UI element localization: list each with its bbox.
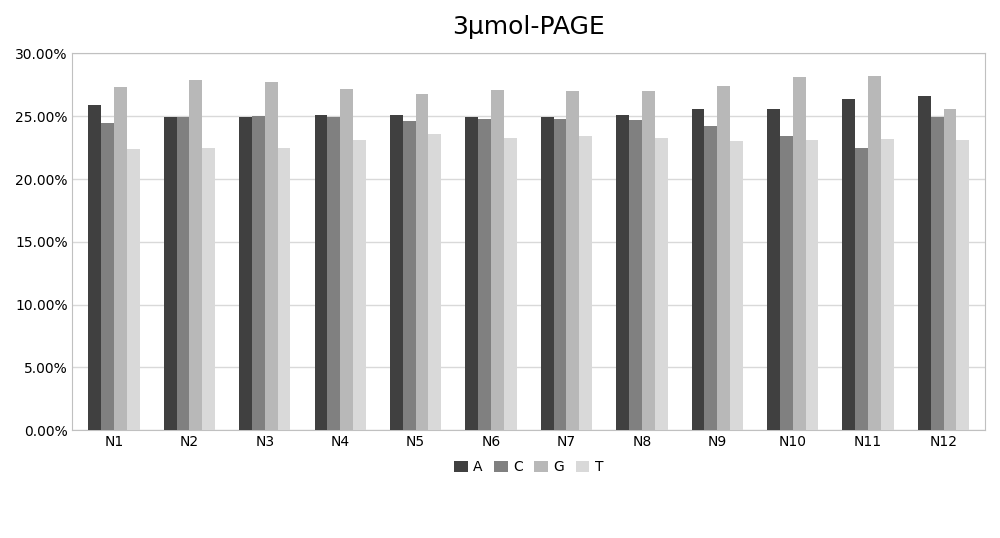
- Bar: [428, 134, 441, 430]
- Bar: [692, 109, 704, 430]
- Bar: [704, 126, 717, 430]
- Bar: [780, 136, 793, 430]
- Bar: [353, 140, 366, 430]
- Bar: [403, 121, 416, 430]
- Bar: [579, 136, 592, 430]
- Bar: [931, 117, 944, 430]
- Bar: [315, 115, 327, 430]
- Bar: [956, 140, 969, 430]
- Bar: [239, 117, 252, 430]
- Bar: [177, 117, 189, 430]
- Bar: [416, 94, 428, 430]
- Bar: [629, 120, 642, 430]
- Bar: [202, 147, 215, 430]
- Bar: [127, 149, 140, 430]
- Bar: [842, 98, 855, 430]
- Bar: [88, 105, 101, 430]
- Bar: [114, 87, 127, 430]
- Bar: [717, 86, 730, 430]
- Bar: [278, 147, 290, 430]
- Bar: [465, 117, 478, 430]
- Bar: [767, 109, 780, 430]
- Bar: [478, 119, 491, 430]
- Bar: [265, 82, 278, 430]
- Title: 3μmol-PAGE: 3μmol-PAGE: [452, 15, 605, 39]
- Bar: [806, 140, 818, 430]
- Bar: [616, 115, 629, 430]
- Bar: [855, 147, 868, 430]
- Bar: [944, 109, 956, 430]
- Bar: [252, 116, 265, 430]
- Bar: [554, 119, 566, 430]
- Bar: [101, 123, 114, 430]
- Legend: A, C, G, T: A, C, G, T: [448, 455, 609, 480]
- Bar: [541, 117, 554, 430]
- Bar: [390, 115, 403, 430]
- Bar: [491, 90, 504, 430]
- Bar: [164, 117, 177, 430]
- Bar: [793, 77, 806, 430]
- Bar: [868, 76, 881, 430]
- Bar: [566, 91, 579, 430]
- Bar: [881, 139, 894, 430]
- Bar: [730, 141, 743, 430]
- Bar: [642, 91, 655, 430]
- Bar: [918, 96, 931, 430]
- Bar: [655, 138, 668, 430]
- Bar: [504, 138, 517, 430]
- Bar: [189, 80, 202, 430]
- Bar: [327, 117, 340, 430]
- Bar: [340, 89, 353, 430]
